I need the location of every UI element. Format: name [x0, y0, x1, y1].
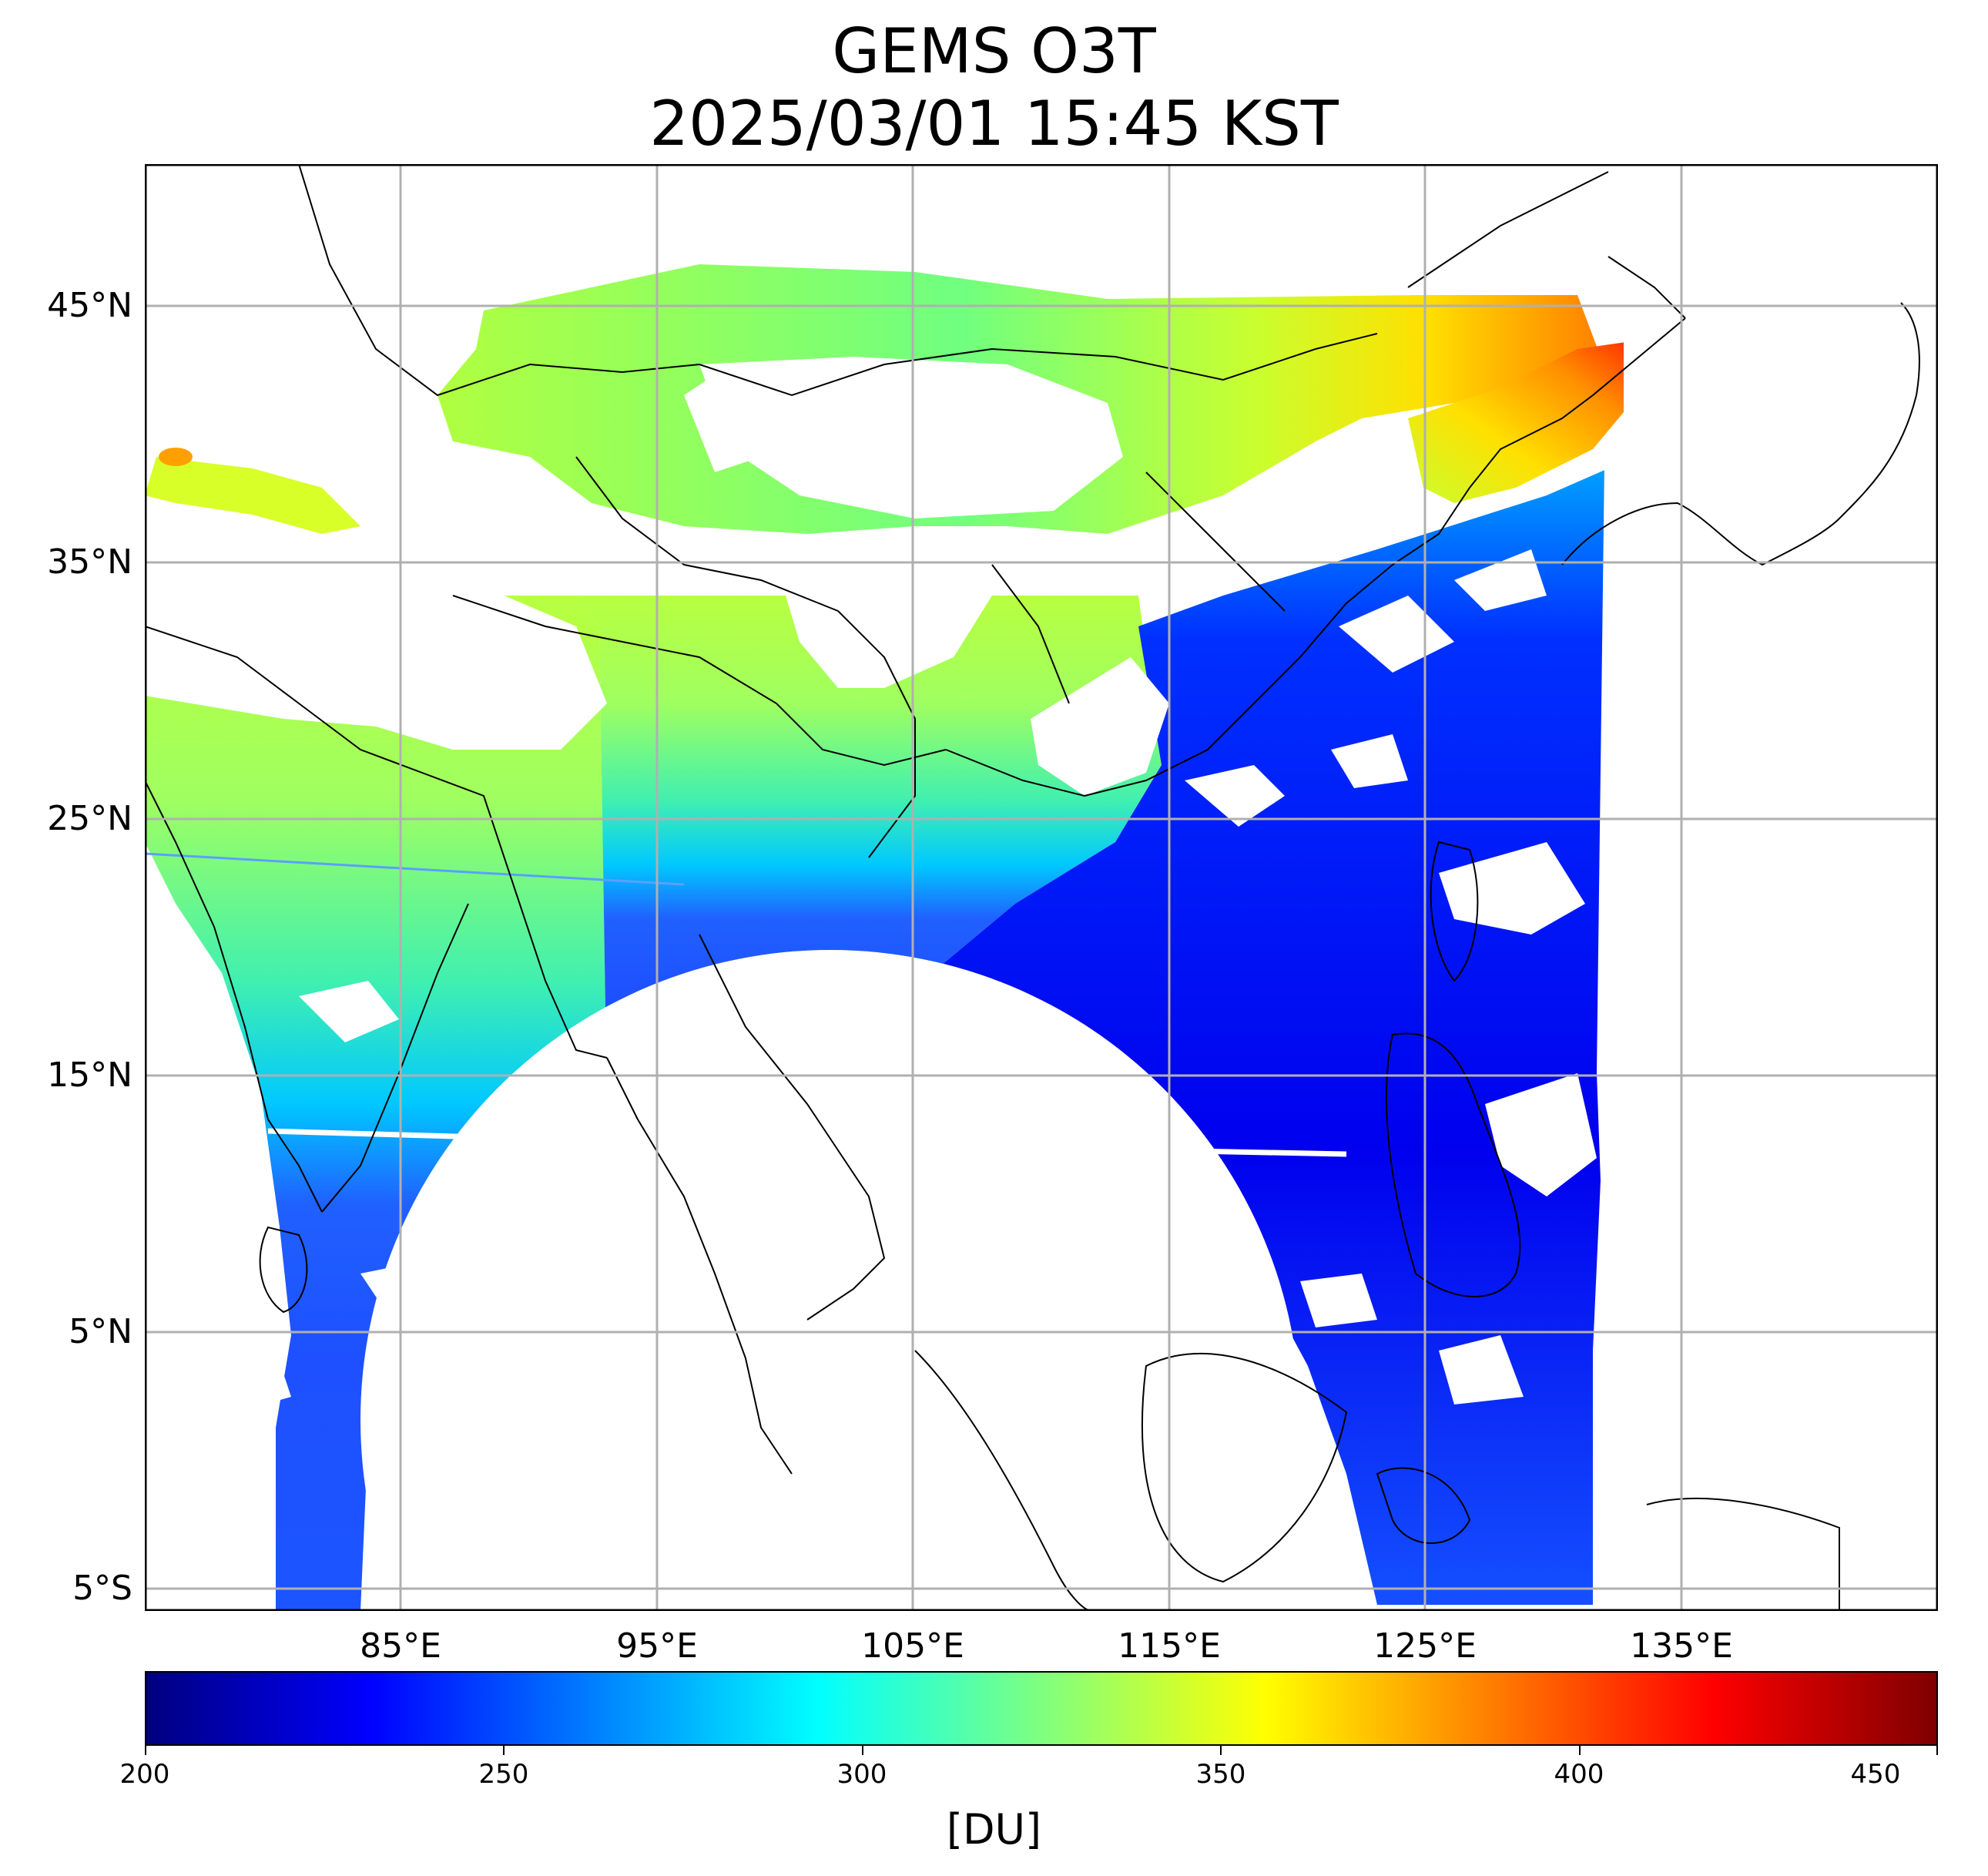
map-title: GEMS O3T [832, 15, 1156, 87]
map-border [145, 164, 1938, 1611]
map-panel [145, 164, 1938, 1611]
colorbar-tick [1220, 1746, 1222, 1755]
colorbar [145, 1671, 1938, 1746]
northwest-patch [145, 457, 360, 534]
lat-label-15n: 15°N [47, 1055, 132, 1095]
map-subtitle-timestamp: 2025/03/01 15:45 KST [649, 88, 1339, 159]
korea-high-ozone [1408, 341, 1631, 503]
colorbar-tick [862, 1746, 863, 1755]
swath-seam-north [145, 852, 685, 886]
northwest-orange-spot [159, 448, 193, 466]
lon-label-95e: 95°E [616, 1626, 698, 1666]
colorbar-tick [145, 1746, 146, 1755]
western-swath [145, 596, 607, 1611]
colorbar-tick [1936, 1746, 1938, 1755]
colorbar-label-200: 200 [119, 1759, 170, 1790]
lon-label-135e: 135°E [1630, 1626, 1733, 1666]
lon-label-105e: 105°E [861, 1626, 964, 1666]
ozone-map [145, 164, 1938, 1611]
lon-label-115e: 115°E [1118, 1626, 1221, 1666]
swath-seam-east [1153, 1147, 1347, 1157]
colorbar-tick [1579, 1746, 1581, 1755]
colorbar-label-350: 350 [1195, 1759, 1246, 1790]
colorbar-label-300: 300 [836, 1759, 887, 1790]
lon-label-125e: 125°E [1373, 1626, 1477, 1666]
lat-label-35n: 35°N [47, 542, 132, 582]
ozone-field [145, 164, 1938, 1611]
lat-label-5s: 5°S [72, 1569, 132, 1608]
colorbar-tick [503, 1746, 505, 1755]
lat-label-5n: 5°N [69, 1312, 132, 1351]
colorbar-label-450: 450 [1850, 1759, 1901, 1790]
coastlines-borders [145, 164, 1920, 1611]
lon-label-85e: 85°E [360, 1626, 441, 1666]
colorbar-label-250: 250 [478, 1759, 529, 1790]
eastern-swath [923, 468, 1608, 1605]
colorbar-label-400: 400 [1554, 1759, 1604, 1790]
gridlines [145, 164, 1938, 1611]
swath-seam-south [267, 1128, 669, 1146]
lat-label-25n: 25°N [47, 799, 132, 838]
colorbar-unit-label: [DU] [946, 1805, 1042, 1854]
lat-label-45n: 45°N [47, 286, 132, 325]
